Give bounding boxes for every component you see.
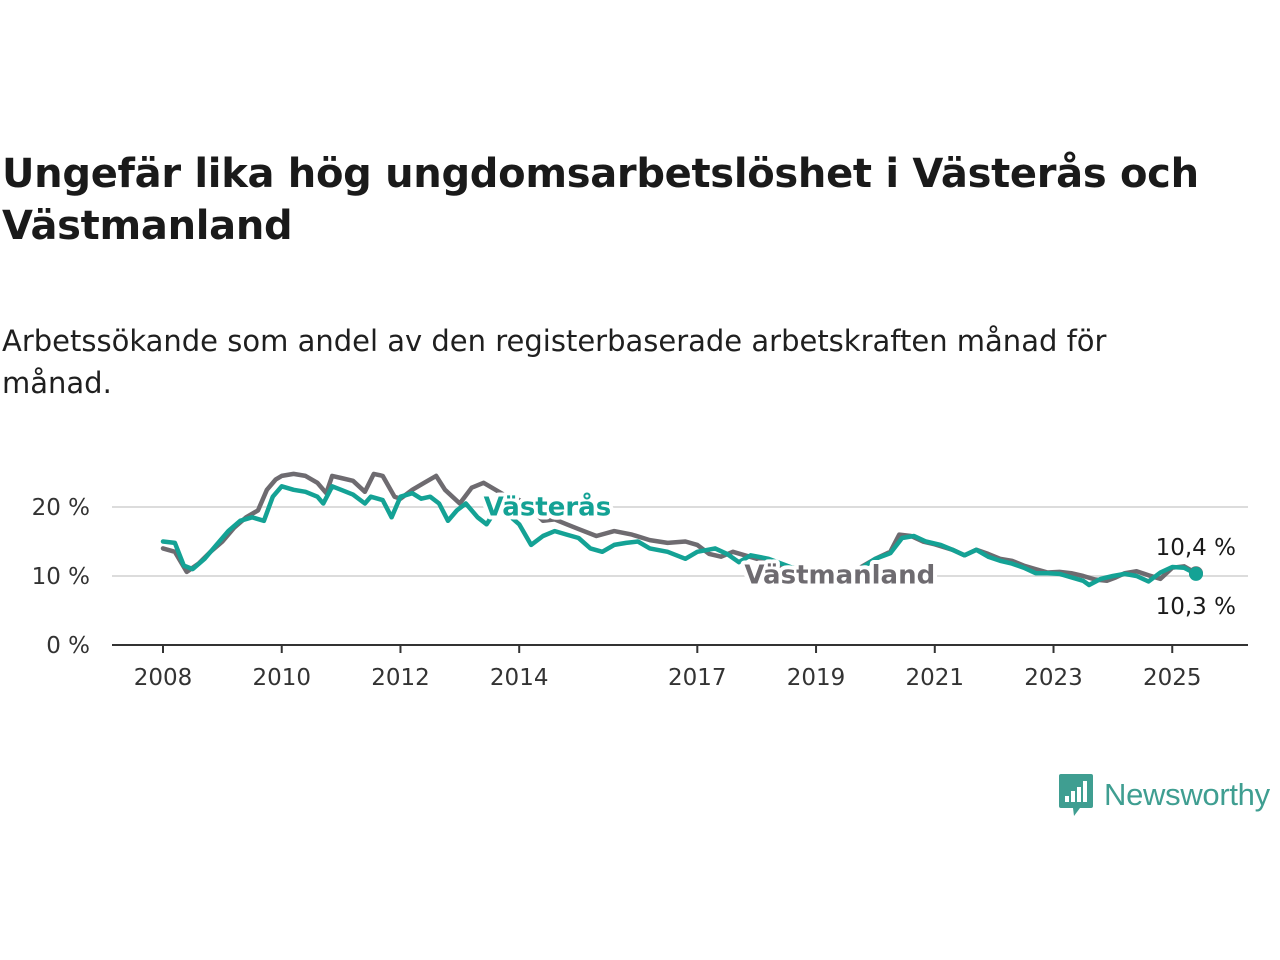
series-line-vastmanland (160, 471, 1199, 584)
x-tick-label: 2010 (252, 665, 311, 691)
y-tick-label: 20 % (32, 495, 90, 521)
newsworthy-logo-icon (1059, 774, 1093, 816)
x-tick-label: 2023 (1024, 665, 1083, 691)
x-tick-label: 2021 (906, 665, 965, 691)
chart-subtitle: Arbetssökande som andel av den registerb… (2, 324, 1107, 400)
series-labels: Västerås Västmanland 10,4 % 10,3 % (480, 486, 1236, 620)
end-value-label-vastmanland: 10,4 % (1156, 535, 1236, 561)
x-tick-label: 2008 (134, 665, 193, 691)
end-dot-vasteras (1189, 566, 1203, 581)
x-tick-label: 2019 (787, 665, 846, 691)
x-tick-label: 2025 (1143, 665, 1202, 691)
series-label-vastmanland: Västmanland (744, 561, 935, 591)
axes: 0 % 10 % 20 % 2008 2010 2012 2014 2017 2019 2021 2… (32, 495, 1248, 691)
x-tick-label: 2014 (490, 665, 549, 691)
line-chart: 0 % 10 % 20 % 2008 2010 2012 2014 2017 2019 2021 2… (32, 471, 1248, 691)
series-label-vasteras: Västerås (484, 490, 612, 522)
y-tick-label: 10 % (32, 564, 90, 590)
newsworthy-logo-text: Newsworthy (1104, 777, 1270, 812)
chart-title: Ungefär lika hög ungdomsarbetslöshet i V… (2, 151, 1199, 249)
newsworthy-logo: Newsworthy (1058, 772, 1270, 818)
series-line-vasteras (160, 484, 1199, 588)
y-tick-label: 0 % (46, 633, 90, 659)
series-lines (160, 471, 1199, 588)
x-tick-label: 2017 (668, 665, 727, 691)
end-value-label-vasteras: 10,3 % (1156, 594, 1236, 620)
x-tick-label: 2012 (371, 665, 430, 691)
